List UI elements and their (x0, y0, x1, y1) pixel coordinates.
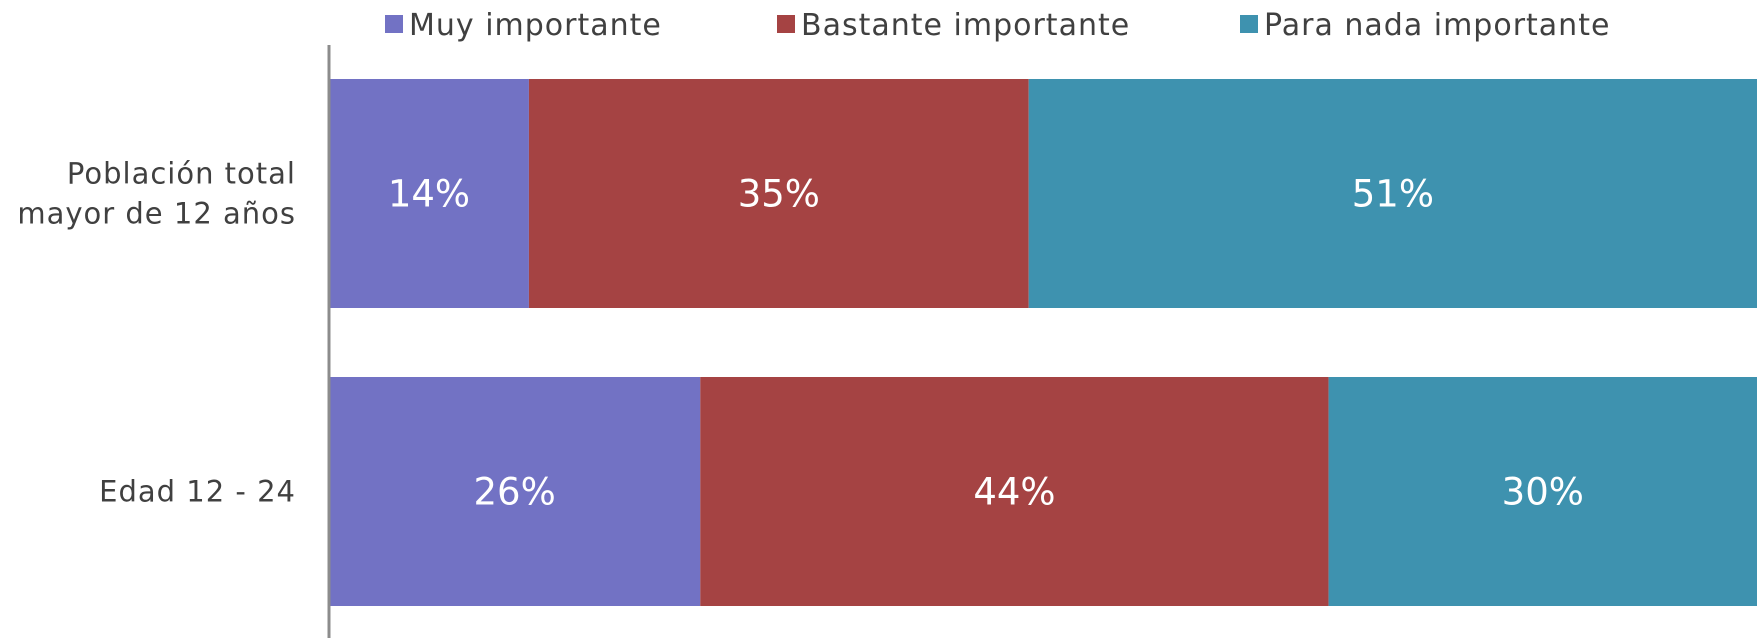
legend-item: Para nada importante (1240, 8, 1610, 43)
legend-item: Bastante importante (777, 8, 1130, 43)
legend: Muy importante Bastante importante Para na… (385, 8, 1610, 43)
category-axis-labels: Población total mayor de 12 años Edad 12 -… (17, 157, 296, 509)
bar-segment (528, 79, 1029, 308)
bar-segment (700, 377, 1329, 606)
category-label: Población total (67, 157, 296, 191)
legend-item: Muy importante (385, 8, 662, 43)
data-label: 51% (1352, 173, 1434, 216)
category-label: mayor de 12 años (17, 197, 296, 231)
legend-label: Bastante importante (801, 8, 1130, 43)
bar-segment (1028, 79, 1757, 308)
legend-label: Para nada importante (1264, 8, 1610, 43)
data-label: 30% (1502, 471, 1584, 514)
legend-swatch (1240, 15, 1258, 33)
legend-label: Muy importante (409, 8, 662, 43)
bar-segment (329, 377, 701, 606)
data-label: 14% (388, 173, 470, 216)
category-label: Edad 12 - 24 (99, 475, 296, 509)
legend-swatch (777, 15, 795, 33)
bar-row: 26% 44% 30% (329, 377, 1757, 606)
bar-segment (1328, 377, 1757, 606)
data-label: 44% (973, 471, 1055, 514)
bar-segment (329, 79, 529, 308)
data-label: 35% (738, 173, 820, 216)
legend-swatch (385, 15, 403, 33)
data-label: 26% (474, 471, 556, 514)
plot-area: 14% 35% 51% 26% 44% 30% (329, 79, 1757, 606)
bar-row: 14% 35% 51% (329, 79, 1757, 308)
